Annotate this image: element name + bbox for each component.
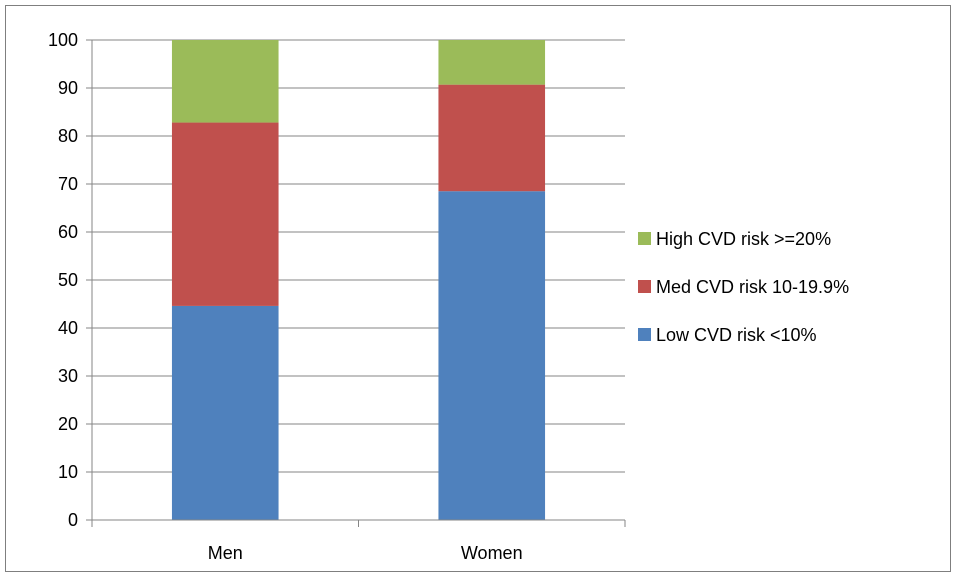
y-tick-label: 50 [58,270,78,290]
y-tick-label: 80 [58,126,78,146]
y-tick-label: 40 [58,318,78,338]
legend-swatch [638,280,651,293]
bar-segment [171,305,279,520]
legend-label: Med CVD risk 10-19.9% [656,277,849,297]
stacked-bar-chart: 0 10 20 30 40 50 60 70 80 90 100 Men Women High CVD … [48,30,849,563]
bar-segment [171,122,279,306]
legend-label: High CVD risk >=20% [656,229,831,249]
legend-swatch [638,232,651,245]
y-tick-label: 10 [58,462,78,482]
x-tick-label: Women [461,543,523,563]
y-tick-label: 20 [58,414,78,434]
bar-segment [438,84,546,192]
bar-segment [438,191,546,520]
legend-swatch [638,328,651,341]
y-tick-label: 70 [58,174,78,194]
bar-segment [171,40,279,123]
y-tick-label: 60 [58,222,78,242]
axes: 0 10 20 30 40 50 60 70 80 90 100 Men Women [48,30,626,563]
legend: High CVD risk >=20% Med CVD risk 10-19.9%… [638,229,849,345]
y-tick-label: 100 [48,30,78,50]
y-tick-label: 30 [58,366,78,386]
y-tick-label: 90 [58,78,78,98]
bar-segment [438,40,546,85]
legend-label: Low CVD risk <10% [656,325,817,345]
bars [171,40,546,520]
chart-frame: 0 10 20 30 40 50 60 70 80 90 100 Men Women High CVD … [5,5,951,572]
x-tick-label: Men [208,543,243,563]
y-tick-label: 0 [68,510,78,530]
